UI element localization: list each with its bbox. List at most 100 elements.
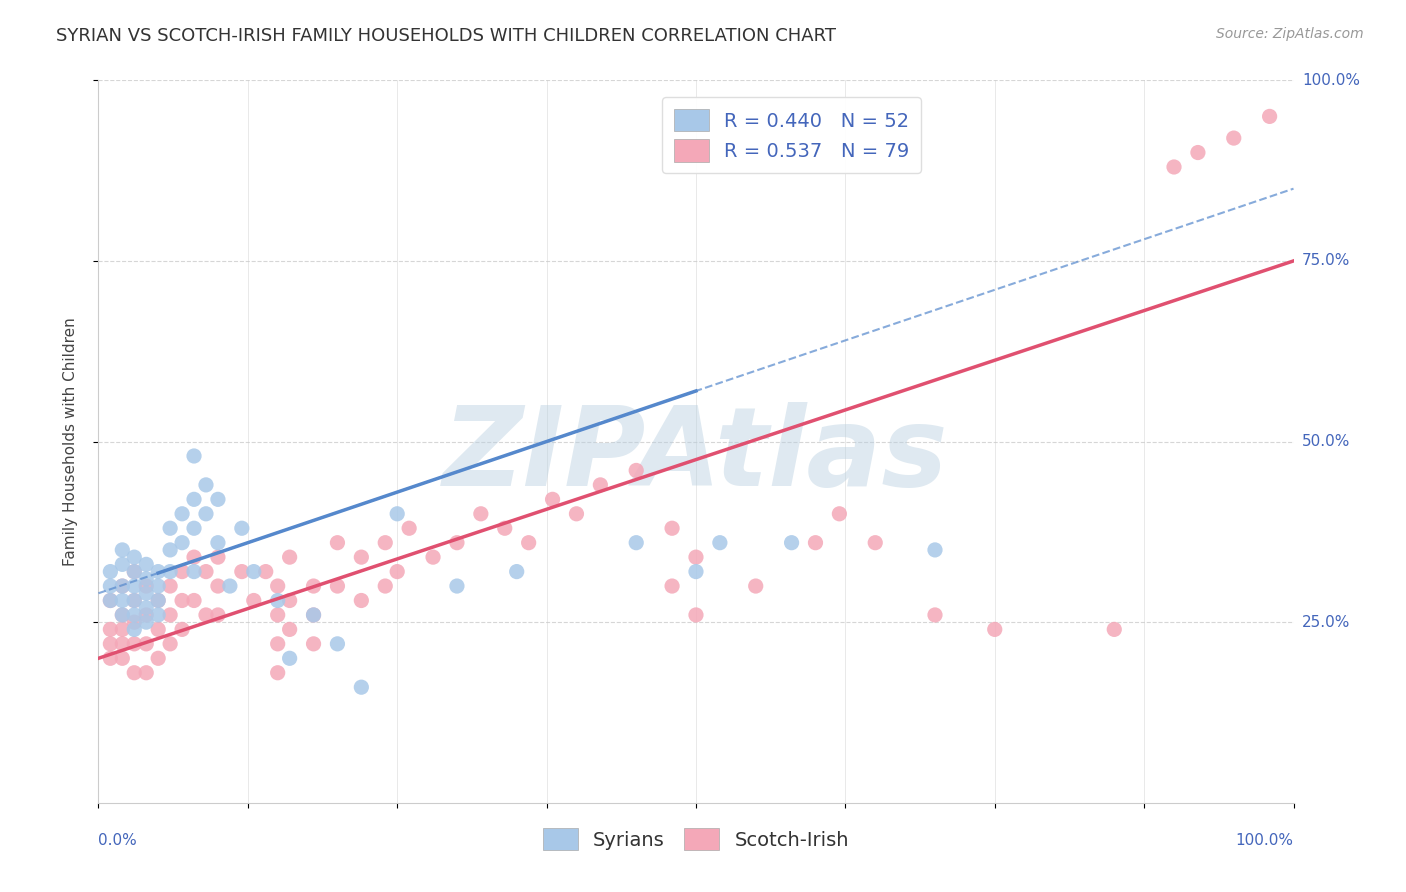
Text: 0.0%: 0.0% xyxy=(98,833,138,848)
Point xyxy=(207,607,229,622)
Point xyxy=(267,637,290,651)
Point xyxy=(111,607,134,622)
Point xyxy=(172,623,194,637)
Point xyxy=(111,579,134,593)
Point xyxy=(124,550,146,565)
Point xyxy=(148,593,170,607)
Point xyxy=(278,550,301,565)
Point xyxy=(385,507,409,521)
Point xyxy=(183,593,205,607)
Point xyxy=(506,565,529,579)
Legend: Syrians, Scotch-Irish: Syrians, Scotch-Irish xyxy=(534,820,858,858)
Text: Source: ZipAtlas.com: Source: ZipAtlas.com xyxy=(1216,27,1364,41)
Point xyxy=(148,579,170,593)
Y-axis label: Family Households with Children: Family Households with Children xyxy=(63,318,77,566)
Point xyxy=(195,478,218,492)
Point xyxy=(135,665,157,680)
Point xyxy=(98,593,122,607)
Point xyxy=(183,550,205,565)
Text: 100.0%: 100.0% xyxy=(1236,833,1294,848)
Point xyxy=(111,579,134,593)
Point xyxy=(350,680,373,694)
Point xyxy=(135,586,157,600)
Point xyxy=(159,637,181,651)
Point xyxy=(243,565,266,579)
Text: 75.0%: 75.0% xyxy=(1302,253,1350,268)
Point xyxy=(207,492,229,507)
Point xyxy=(207,550,229,565)
Point xyxy=(159,542,181,557)
Point xyxy=(302,607,325,622)
Point xyxy=(111,637,134,651)
Point xyxy=(326,535,349,549)
Point xyxy=(135,572,157,586)
Point xyxy=(135,558,157,572)
Point xyxy=(124,593,146,607)
Point xyxy=(148,607,170,622)
Point xyxy=(661,521,683,535)
Point xyxy=(195,507,218,521)
Point xyxy=(374,535,396,549)
Point xyxy=(385,565,409,579)
Point xyxy=(98,565,122,579)
Point xyxy=(1163,160,1185,174)
Point xyxy=(135,600,157,615)
Point xyxy=(267,593,290,607)
Point xyxy=(350,550,373,565)
Point xyxy=(124,637,146,651)
Point xyxy=(278,593,301,607)
Point xyxy=(124,593,146,607)
Point xyxy=(267,607,290,622)
Point xyxy=(326,637,349,651)
Point xyxy=(111,593,134,607)
Point xyxy=(709,535,731,549)
Point xyxy=(626,535,648,549)
Point xyxy=(494,521,516,535)
Point xyxy=(111,623,134,637)
Point xyxy=(111,558,134,572)
Point xyxy=(172,565,194,579)
Point xyxy=(124,579,146,593)
Point xyxy=(541,492,564,507)
Point xyxy=(111,607,134,622)
Point xyxy=(267,665,290,680)
Point xyxy=(589,478,612,492)
Point xyxy=(159,607,181,622)
Point xyxy=(828,507,851,521)
Point xyxy=(98,651,122,665)
Point xyxy=(183,449,205,463)
Point xyxy=(745,579,768,593)
Point xyxy=(98,623,122,637)
Point xyxy=(326,579,349,593)
Point xyxy=(350,593,373,607)
Point xyxy=(302,579,325,593)
Point xyxy=(685,607,707,622)
Point xyxy=(685,565,707,579)
Point xyxy=(278,623,301,637)
Point xyxy=(1223,131,1246,145)
Point xyxy=(207,579,229,593)
Point xyxy=(231,565,253,579)
Point xyxy=(517,535,540,549)
Point xyxy=(111,542,134,557)
Point xyxy=(231,521,253,535)
Point xyxy=(159,565,181,579)
Point xyxy=(148,623,170,637)
Point xyxy=(374,579,396,593)
Point xyxy=(183,521,205,535)
Text: ZIPAtlas: ZIPAtlas xyxy=(443,402,949,509)
Point xyxy=(984,623,1007,637)
Point xyxy=(183,492,205,507)
Point xyxy=(195,607,218,622)
Point xyxy=(661,579,683,593)
Point xyxy=(135,607,157,622)
Point xyxy=(135,637,157,651)
Point xyxy=(159,521,181,535)
Point xyxy=(124,565,146,579)
Text: SYRIAN VS SCOTCH-IRISH FAMILY HOUSEHOLDS WITH CHILDREN CORRELATION CHART: SYRIAN VS SCOTCH-IRISH FAMILY HOUSEHOLDS… xyxy=(56,27,837,45)
Point xyxy=(98,637,122,651)
Point xyxy=(446,579,468,593)
Point xyxy=(565,507,588,521)
Point xyxy=(148,651,170,665)
Point xyxy=(135,579,157,593)
